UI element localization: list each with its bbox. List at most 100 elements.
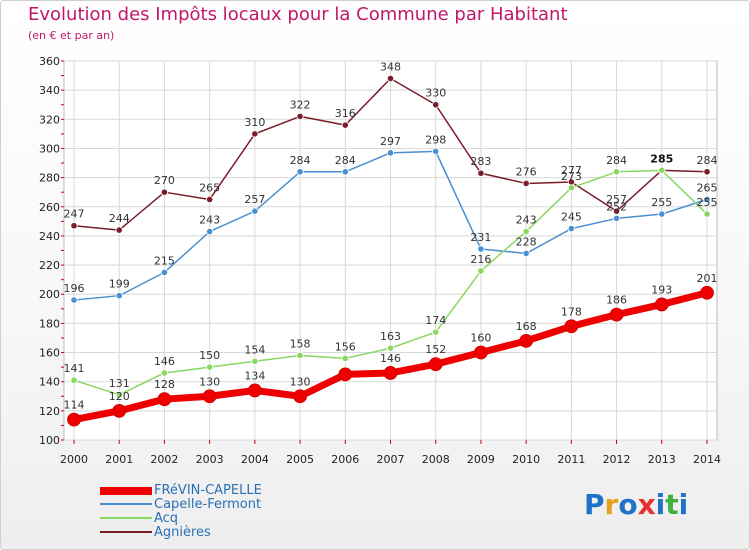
brand-letter: t [665,488,679,521]
y-tick-label: 220 [39,259,60,272]
data-point-capelle-fermont [251,207,259,215]
data-point-frevin-capelle [293,389,307,404]
data-label-frevin-capelle: 178 [561,305,582,318]
data-point-agnieres [251,130,259,138]
data-label-agnieres: 270 [154,174,175,187]
y-tick-label: 140 [39,376,60,389]
data-point-capelle-fermont [296,168,304,176]
data-label-agnieres: 330 [425,87,446,100]
y-tick-label: 300 [39,142,60,155]
data-point-frevin-capelle [564,319,579,334]
data-point-frevin-capelle [157,392,172,407]
data-point-agnieres [386,74,395,83]
data-label-capelle-fermont: 265 [697,181,718,194]
data-label-capelle-fermont: 243 [199,214,220,227]
data-point-capelle-fermont [522,249,530,258]
data-label-agnieres: 322 [290,98,311,111]
data-point-frevin-capelle [202,389,217,404]
brand-letter: P [584,488,605,521]
legend-item-agnieres: Agnières [100,525,360,540]
data-point-frevin-capelle [474,345,488,360]
legend-label: FRéVIN-CAPELLE [154,483,262,498]
chart-title: Evolution des Impôts locaux pour la Comm… [28,4,568,25]
y-tick-label: 260 [39,201,60,214]
legend-swatch-frevin-capelle [100,487,152,495]
data-label-frevin-capelle: 160 [470,332,491,345]
data-point-agnieres [160,188,169,196]
y-tick-label: 200 [39,288,60,301]
data-point-capelle-fermont [386,149,395,157]
data-point-capelle-fermont [612,214,621,223]
data-label-capelle-fermont: 199 [109,278,130,291]
y-tick-label: 100 [39,434,60,447]
x-tick-label: 2001 [105,453,133,466]
data-label-frevin-capelle: 130 [290,375,311,388]
x-tick-label: 2009 [467,453,495,466]
data-label-acq: 174 [425,314,446,327]
data-point-capelle-fermont [115,292,123,300]
data-point-frevin-capelle [609,307,624,322]
legend: FRéVIN-CAPELLE Capelle-Fermont Acq Agniè… [100,483,360,540]
data-point-acq [658,166,666,174]
data-label-agnieres: 257 [606,193,627,206]
y-tick-label: 280 [39,172,60,185]
data-label-frevin-capelle: 120 [109,390,130,403]
data-point-frevin-capelle [428,357,443,372]
brand-letter: o [618,488,638,521]
data-label-frevin-capelle: 134 [244,369,265,382]
data-label-capelle-fermont: 231 [470,231,491,244]
data-label-frevin-capelle: 114 [64,399,85,412]
data-point-frevin-capelle [654,297,669,312]
legend-swatch-capelle-fermont [100,503,152,505]
data-label-frevin-capelle: 146 [380,352,401,365]
data-point-acq [432,328,440,336]
data-point-capelle-fermont [341,168,349,176]
data-point-agnieres [115,226,123,234]
data-point-capelle-fermont [432,147,440,155]
data-point-frevin-capelle [700,285,714,300]
data-label-frevin-capelle: 168 [516,320,537,333]
data-label-acq: 216 [470,253,491,266]
data-label-agnieres: 276 [516,165,537,178]
x-tick-label: 2002 [150,453,178,466]
data-label-capelle-fermont: 252 [606,200,627,213]
y-tick-label: 180 [39,317,60,330]
x-tick-label: 2005 [286,453,314,466]
legend-label: Acq [154,511,179,526]
data-label-acq: 150 [199,349,220,362]
chart-subtitle: (en € et par an) [28,29,115,42]
data-point-acq [70,376,78,384]
data-label-agnieres: 265 [199,181,220,194]
x-tick-label: 2013 [648,453,676,466]
data-label-agnieres: 284 [697,154,718,167]
data-label-capelle-fermont: 228 [516,235,537,248]
data-point-acq [477,267,485,275]
x-tick-label: 2012 [603,453,631,466]
data-point-frevin-capelle [67,412,81,427]
legend-swatch-agnieres [100,531,152,533]
data-label-agnieres: 310 [244,116,265,129]
data-label-capelle-fermont: 298 [425,133,446,146]
data-point-acq [567,184,575,192]
data-label-capelle-fermont: 245 [561,211,582,224]
data-point-agnieres [206,195,214,204]
data-label-agnieres: 247 [64,208,85,221]
data-point-capelle-fermont [160,268,169,276]
x-tick-label: 2010 [512,453,540,466]
data-point-agnieres [432,101,440,109]
data-point-frevin-capelle [519,333,534,348]
data-point-frevin-capelle [247,383,262,398]
data-label-agnieres: 277 [561,164,582,177]
brand-letter: r [604,488,619,521]
data-label-acq: 243 [516,214,537,227]
data-label-frevin-capelle: 201 [697,272,718,285]
data-label-acq: 154 [244,343,265,356]
data-point-acq [160,369,169,377]
data-label-acq: 255 [697,196,718,209]
brand-letter: i [655,488,666,521]
y-tick-label: 240 [39,230,60,243]
x-tick-label: 2008 [422,453,450,466]
x-tick-label: 2007 [377,453,405,466]
y-tick-label: 360 [39,55,60,68]
data-point-acq [296,351,304,360]
